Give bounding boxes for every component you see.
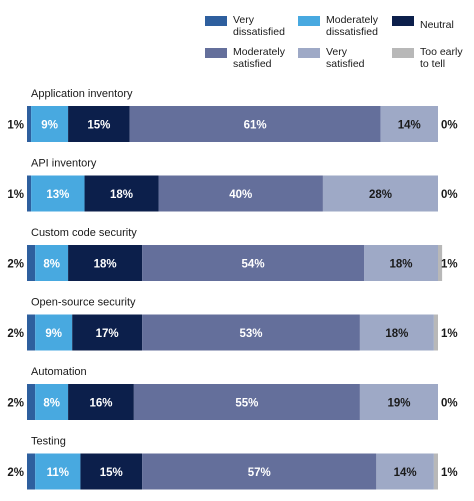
value-label-application-inventory-moderately-satisfied: 61% xyxy=(244,120,267,132)
legend-label-neutral: Neutral xyxy=(420,19,454,31)
bar-segment-custom-code-security-moderately-satisfied xyxy=(142,245,365,281)
bar-segment-testing-neutral xyxy=(80,453,143,490)
value-label-api-inventory-very-satisfied: 28% xyxy=(369,189,392,201)
chart-legend: Very dissatisfied Moderately dissatisfied … xyxy=(0,0,474,80)
value-label-api-inventory-moderately-dissatisfied: 13% xyxy=(46,189,69,201)
value-label-testing-very-dissatisfied: 2% xyxy=(7,467,24,479)
value-label-application-inventory-moderately-dissatisfied: 9% xyxy=(41,120,58,132)
bar-segment-custom-code-security-very-dissatisfied xyxy=(27,245,36,281)
category-label-automation: Automation xyxy=(31,366,87,378)
bar-segment-custom-code-security-neutral xyxy=(68,245,143,281)
value-label-application-inventory-too-early-to-tell: 0% xyxy=(441,120,458,132)
value-label-open-source-security-moderately-dissatisfied: 9% xyxy=(45,328,62,340)
legend-label-very-satisfied: Very satisfied xyxy=(326,46,365,70)
bar-segment-api-inventory-very-satisfied xyxy=(322,175,438,212)
bar-segment-application-inventory-very-satisfied xyxy=(380,106,438,142)
bar-segment-open-source-security-too-early-to-tell xyxy=(433,314,438,351)
legend-label-very-dissatisfied: Very dissatisfied xyxy=(233,14,285,38)
category-label-api-inventory: API inventory xyxy=(31,158,97,170)
value-label-automation-very-dissatisfied: 2% xyxy=(7,398,24,410)
bar-segment-open-source-security-moderately-dissatisfied xyxy=(35,314,73,351)
bar-segment-api-inventory-very-dissatisfied xyxy=(27,175,32,212)
value-label-api-inventory-moderately-satisfied: 40% xyxy=(229,189,252,201)
legend-swatch-very-dissatisfied xyxy=(205,16,227,26)
value-label-custom-code-security-moderately-dissatisfied: 8% xyxy=(43,259,60,271)
bar-segment-automation-very-satisfied xyxy=(359,384,438,420)
legend-swatch-very-satisfied xyxy=(298,48,320,58)
legend-label-moderately-satisfied: Moderately satisfied xyxy=(233,46,285,70)
legend-item-moderately-dissatisfied: Moderately dissatisfied xyxy=(298,14,396,38)
bar-segment-open-source-security-moderately-satisfied xyxy=(142,314,360,351)
legend-label-moderately-dissatisfied: Moderately dissatisfied xyxy=(326,14,378,38)
bar-segment-application-inventory-neutral xyxy=(68,106,130,142)
legend-item-too-early-to-tell: Too early to tell xyxy=(392,46,474,70)
value-label-api-inventory-very-dissatisfied: 1% xyxy=(7,189,24,201)
value-label-testing-very-satisfied: 14% xyxy=(394,467,417,479)
category-label-application-inventory: Application inventory xyxy=(31,88,133,100)
bar-segment-automation-very-dissatisfied xyxy=(27,384,36,420)
value-label-automation-moderately-satisfied: 55% xyxy=(235,398,258,410)
bar-segment-application-inventory-very-dissatisfied xyxy=(27,106,32,142)
bar-segment-automation-moderately-satisfied xyxy=(133,384,360,420)
bar-segment-testing-very-dissatisfied xyxy=(27,453,36,490)
value-label-open-source-security-very-dissatisfied: 2% xyxy=(7,328,24,340)
value-label-application-inventory-very-satisfied: 14% xyxy=(398,120,421,132)
value-label-api-inventory-too-early-to-tell: 0% xyxy=(441,189,458,201)
value-label-custom-code-security-too-early-to-tell: 1% xyxy=(441,259,458,271)
bar-segment-custom-code-security-very-satisfied xyxy=(364,245,438,281)
value-label-custom-code-security-very-satisfied: 18% xyxy=(389,259,412,271)
bar-segment-api-inventory-neutral xyxy=(84,175,159,212)
value-label-testing-too-early-to-tell: 1% xyxy=(441,467,458,479)
value-label-automation-too-early-to-tell: 0% xyxy=(441,398,458,410)
value-label-application-inventory-neutral: 15% xyxy=(87,120,110,132)
bar-segment-automation-neutral xyxy=(68,384,134,420)
bar-segment-api-inventory-moderately-dissatisfied xyxy=(31,175,85,212)
legend-item-very-satisfied: Very satisfied xyxy=(298,46,396,70)
value-label-api-inventory-neutral: 18% xyxy=(110,189,133,201)
legend-item-neutral: Neutral xyxy=(392,14,474,31)
bar-segment-automation-moderately-dissatisfied xyxy=(35,384,69,420)
legend-swatch-too-early-to-tell xyxy=(392,48,414,58)
legend-item-moderately-satisfied: Moderately satisfied xyxy=(205,46,303,70)
value-label-automation-moderately-dissatisfied: 8% xyxy=(43,398,60,410)
legend-item-very-dissatisfied: Very dissatisfied xyxy=(205,14,303,38)
value-label-testing-neutral: 15% xyxy=(100,467,123,479)
value-label-open-source-security-too-early-to-tell: 1% xyxy=(441,328,458,340)
value-label-testing-moderately-satisfied: 57% xyxy=(248,467,271,479)
bar-segment-open-source-security-very-dissatisfied xyxy=(27,314,36,351)
bar-segment-application-inventory-moderately-dissatisfied xyxy=(31,106,69,142)
value-label-testing-moderately-dissatisfied: 11% xyxy=(47,467,69,479)
value-label-open-source-security-neutral: 17% xyxy=(96,328,119,340)
bar-segment-testing-too-early-to-tell xyxy=(433,453,438,490)
bar-segment-open-source-security-very-satisfied xyxy=(359,314,434,351)
value-label-automation-very-satisfied: 19% xyxy=(387,398,410,410)
bar-segment-testing-very-satisfied xyxy=(376,453,434,490)
legend-swatch-moderately-dissatisfied xyxy=(298,16,320,26)
bar-segment-testing-moderately-satisfied xyxy=(142,453,377,490)
bar-segment-open-source-security-neutral xyxy=(72,314,143,351)
category-label-open-source-security: Open-source security xyxy=(31,297,136,309)
legend-swatch-moderately-satisfied xyxy=(205,48,227,58)
bar-segment-api-inventory-moderately-satisfied xyxy=(158,175,323,212)
legend-swatch-neutral xyxy=(392,16,414,26)
value-label-custom-code-security-moderately-satisfied: 54% xyxy=(242,259,265,271)
legend-label-too-early-to-tell: Too early to tell xyxy=(420,46,463,70)
bar-segment-application-inventory-moderately-satisfied xyxy=(129,106,381,142)
value-label-application-inventory-very-dissatisfied: 1% xyxy=(7,120,24,132)
bar-segment-custom-code-security-too-early-to-tell xyxy=(438,245,443,281)
value-label-open-source-security-moderately-satisfied: 53% xyxy=(239,328,262,340)
bar-segment-testing-moderately-dissatisfied xyxy=(35,453,81,490)
bar-segment-custom-code-security-moderately-dissatisfied xyxy=(35,245,69,281)
value-label-custom-code-security-neutral: 18% xyxy=(94,259,117,271)
value-label-automation-neutral: 16% xyxy=(89,398,112,410)
value-label-open-source-security-very-satisfied: 18% xyxy=(385,328,408,340)
value-label-custom-code-security-very-dissatisfied: 2% xyxy=(7,259,24,271)
category-label-custom-code-security: Custom code security xyxy=(31,227,137,239)
category-label-testing: Testing xyxy=(31,436,66,448)
